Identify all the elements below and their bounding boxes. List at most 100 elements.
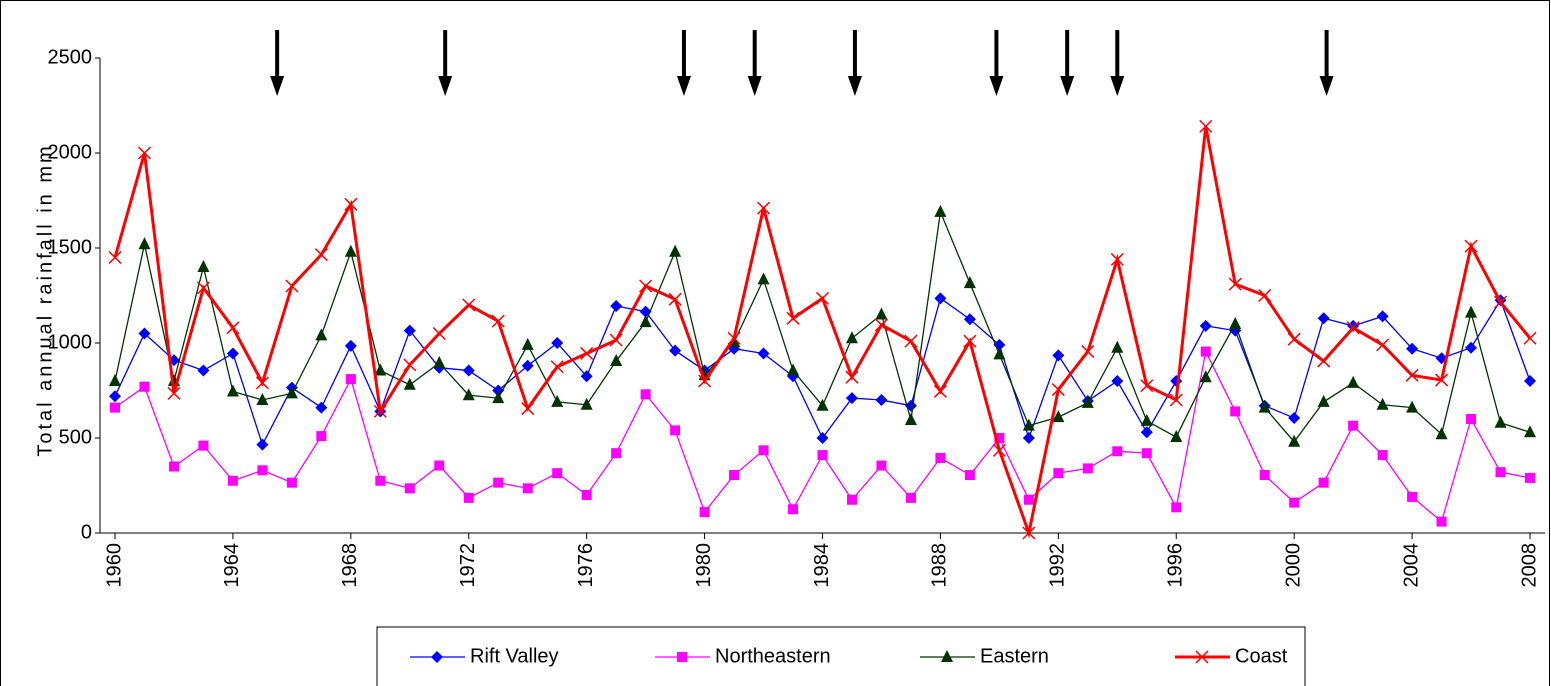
marker [610, 354, 623, 367]
marker [1493, 295, 1508, 309]
marker [941, 650, 953, 662]
marker [1465, 341, 1478, 354]
legend-label: Eastern [980, 645, 1049, 667]
marker [404, 483, 415, 494]
marker [344, 197, 358, 211]
marker [551, 337, 564, 349]
marker [580, 346, 594, 360]
marker [1288, 412, 1301, 425]
marker [226, 347, 239, 360]
marker [1200, 346, 1211, 357]
marker [1376, 397, 1389, 410]
marker [609, 333, 623, 347]
marker [1140, 426, 1153, 439]
arrow-head [438, 76, 453, 96]
marker [963, 334, 977, 348]
marker [315, 401, 328, 414]
marker [1111, 375, 1124, 387]
marker [432, 326, 446, 341]
marker [1052, 410, 1065, 423]
marker [1195, 650, 1209, 664]
x-tick-label: 2004 [1400, 543, 1422, 588]
marker [257, 465, 268, 476]
marker [816, 398, 829, 411]
arrow-head [676, 76, 691, 96]
marker [226, 384, 239, 397]
marker [904, 412, 917, 425]
marker [757, 272, 770, 285]
legend-label: Rift Valley [470, 645, 559, 667]
marker [316, 431, 327, 442]
legend-item: Eastern [920, 645, 1049, 667]
marker [521, 402, 535, 416]
marker [1317, 354, 1331, 368]
marker [1082, 463, 1093, 474]
marker [521, 359, 534, 372]
marker [1523, 331, 1537, 345]
y-tick-label: 500 [59, 426, 92, 448]
marker [110, 402, 120, 413]
marker [1110, 252, 1124, 266]
marker [462, 364, 475, 377]
marker [434, 460, 445, 471]
marker [933, 384, 947, 398]
marker [196, 281, 210, 295]
marker [344, 339, 357, 352]
marker [492, 391, 505, 404]
marker [639, 279, 653, 293]
marker [1141, 448, 1152, 459]
marker [875, 307, 888, 320]
marker [727, 331, 741, 345]
marker [403, 358, 417, 372]
marker [285, 386, 298, 399]
marker [1287, 332, 1301, 346]
marker [1347, 375, 1360, 388]
marker [729, 470, 740, 481]
marker [138, 237, 151, 250]
legend-label: Coast [1235, 645, 1288, 667]
legend-item: Coast [1175, 645, 1288, 667]
marker [611, 448, 622, 459]
legend-box [376, 626, 1306, 686]
y-axis-label: Total annual rainfall in mm [34, 143, 56, 456]
legend-label: Northeastern [715, 645, 831, 667]
marker [109, 374, 121, 386]
marker [256, 438, 269, 451]
x-tick-label: 1972 [457, 543, 479, 588]
legend-item: Rift Valley [410, 645, 559, 667]
arrow [989, 30, 1004, 96]
marker [1494, 415, 1507, 428]
marker [934, 292, 947, 305]
arrow-head [847, 76, 862, 96]
marker [1170, 430, 1183, 443]
marker [875, 394, 888, 406]
marker [845, 370, 859, 384]
marker [197, 364, 210, 377]
marker [344, 244, 357, 257]
arrow [270, 30, 285, 96]
arrow-head [1060, 76, 1075, 96]
y-tick-label: 2000 [48, 141, 93, 163]
marker [1466, 414, 1477, 424]
arrow-head [1110, 76, 1125, 96]
arrow [676, 30, 691, 96]
marker [905, 492, 916, 503]
marker [815, 291, 830, 305]
arrow [1060, 30, 1075, 96]
marker [493, 477, 504, 488]
marker [1406, 400, 1419, 413]
y-tick-label: 1000 [48, 331, 93, 353]
marker [1407, 491, 1418, 502]
marker [757, 347, 770, 360]
marker [108, 250, 122, 265]
marker [168, 461, 179, 472]
x-tick-label: 2008 [1518, 543, 1540, 588]
marker [1317, 312, 1330, 325]
marker [109, 390, 121, 403]
marker [552, 468, 563, 479]
marker [1436, 516, 1447, 527]
marker [1318, 477, 1329, 488]
x-tick-label: 1976 [575, 543, 597, 588]
marker [374, 363, 387, 376]
